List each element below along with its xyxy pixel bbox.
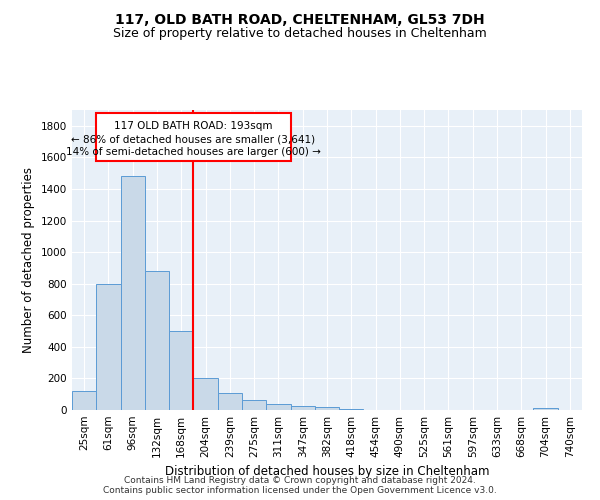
X-axis label: Distribution of detached houses by size in Cheltenham: Distribution of detached houses by size … [165,466,489,478]
Bar [290,406,315,410]
Text: Contains HM Land Registry data © Crown copyright and database right 2024.
Contai: Contains HM Land Registry data © Crown c… [103,476,497,495]
Text: 117, OLD BATH ROAD, CHELTENHAM, GL53 7DH: 117, OLD BATH ROAD, CHELTENHAM, GL53 7DH [115,12,485,26]
Text: ← 86% of detached houses are smaller (3,641): ← 86% of detached houses are smaller (3,… [71,134,316,144]
Bar [145,271,169,410]
Bar [72,391,96,410]
Text: Size of property relative to detached houses in Cheltenham: Size of property relative to detached ho… [113,28,487,40]
Bar [266,404,290,410]
Bar [121,176,145,410]
Bar [242,400,266,410]
Text: 117 OLD BATH ROAD: 193sqm: 117 OLD BATH ROAD: 193sqm [114,122,272,132]
Bar [315,407,339,410]
Bar [96,284,121,410]
Text: 14% of semi-detached houses are larger (600) →: 14% of semi-detached houses are larger (… [66,147,321,157]
Bar [339,409,364,410]
Y-axis label: Number of detached properties: Number of detached properties [22,167,35,353]
Bar [533,408,558,410]
Bar [193,378,218,410]
FancyBboxPatch shape [96,113,290,160]
Bar [169,331,193,410]
Bar [218,394,242,410]
